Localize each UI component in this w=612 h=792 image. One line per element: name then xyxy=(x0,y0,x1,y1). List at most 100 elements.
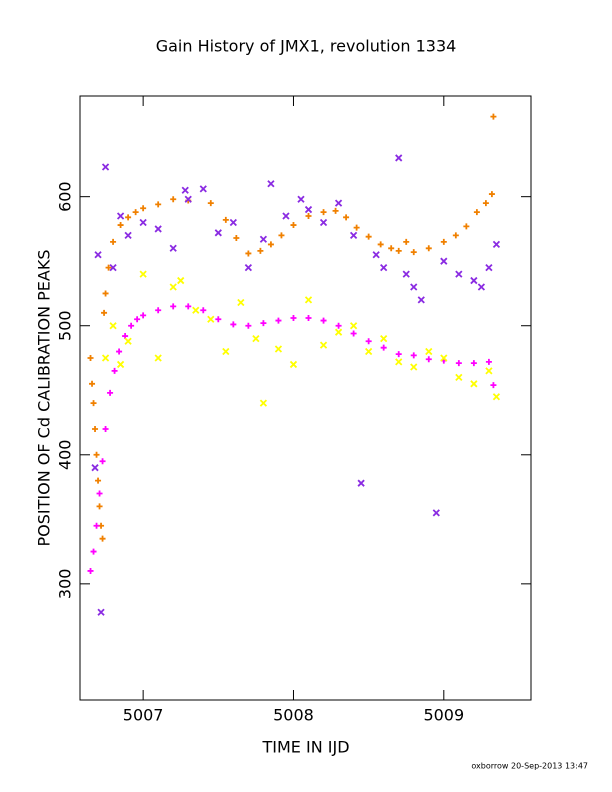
data-point xyxy=(155,201,162,208)
data-point xyxy=(349,322,358,330)
data-point xyxy=(117,222,124,229)
data-point xyxy=(395,154,403,162)
data-point xyxy=(395,247,402,254)
data-point xyxy=(365,233,372,240)
data-point xyxy=(332,207,339,214)
data-point xyxy=(395,351,402,358)
data-point xyxy=(490,382,497,389)
data-point xyxy=(357,479,365,487)
data-point xyxy=(177,276,185,285)
data-point xyxy=(402,270,410,278)
data-point xyxy=(124,231,132,240)
x-tick-label: 5009 xyxy=(423,706,464,725)
data-point xyxy=(245,250,252,257)
data-point xyxy=(207,315,215,323)
data-point xyxy=(305,213,312,220)
data-point xyxy=(93,522,100,529)
data-point xyxy=(417,296,425,304)
data-point xyxy=(485,264,493,272)
data-point xyxy=(260,320,267,327)
data-point xyxy=(207,200,214,207)
data-point xyxy=(184,195,192,203)
data-point xyxy=(267,241,274,248)
data-point xyxy=(87,567,94,574)
plot-frame xyxy=(79,95,532,701)
data-point xyxy=(488,191,495,198)
data-point xyxy=(181,186,189,194)
data-point xyxy=(170,303,177,310)
data-point xyxy=(470,380,478,388)
data-point xyxy=(410,249,417,256)
data-point xyxy=(440,354,448,362)
data-point xyxy=(455,270,463,278)
data-point xyxy=(192,306,200,314)
data-point xyxy=(99,458,106,465)
data-point xyxy=(492,393,501,401)
data-point xyxy=(105,264,112,271)
data-point xyxy=(380,334,388,343)
y-tick-label: 500 xyxy=(56,310,75,341)
data-point xyxy=(155,307,162,314)
data-point xyxy=(101,354,110,362)
data-point xyxy=(89,380,96,387)
data-point xyxy=(87,354,94,361)
data-point xyxy=(388,245,395,252)
data-point xyxy=(377,241,384,248)
data-point xyxy=(90,400,97,407)
data-point xyxy=(101,309,108,316)
data-point xyxy=(452,232,459,239)
data-point xyxy=(90,548,97,555)
data-point xyxy=(440,257,448,265)
data-point xyxy=(215,316,222,323)
data-point xyxy=(470,360,477,367)
data-point xyxy=(185,303,192,310)
data-point xyxy=(305,314,312,321)
data-point xyxy=(410,363,418,371)
data-point xyxy=(124,337,132,345)
data-point xyxy=(380,344,387,351)
data-point xyxy=(107,389,114,396)
x-tick-label: 5008 xyxy=(273,706,314,725)
data-point xyxy=(319,341,328,349)
data-point xyxy=(425,356,432,363)
data-point xyxy=(116,360,125,369)
data-point xyxy=(96,490,103,497)
data-point xyxy=(111,367,118,374)
data-point xyxy=(290,314,297,321)
data-point xyxy=(169,283,177,291)
data-point xyxy=(259,399,268,407)
data-point xyxy=(99,535,106,542)
data-point xyxy=(455,360,462,367)
data-point xyxy=(267,180,275,188)
data-point xyxy=(109,264,117,272)
data-point xyxy=(140,312,147,319)
data-point xyxy=(252,334,260,343)
data-point xyxy=(101,163,110,171)
data-point xyxy=(395,358,403,366)
data-point xyxy=(365,347,373,356)
data-point xyxy=(490,113,497,120)
data-point xyxy=(349,231,358,240)
data-point xyxy=(432,509,440,517)
data-point xyxy=(403,238,410,245)
data-point xyxy=(154,225,162,233)
data-point xyxy=(110,238,117,245)
data-point xyxy=(230,321,237,328)
data-point xyxy=(237,298,245,307)
data-point xyxy=(96,503,103,510)
data-point xyxy=(334,199,343,207)
data-point xyxy=(334,328,343,336)
data-point xyxy=(229,218,237,227)
chart-title: Gain History of JMX1, revolution 1334 xyxy=(156,37,457,56)
data-point xyxy=(140,205,147,212)
data-point xyxy=(102,425,109,432)
data-point xyxy=(304,205,313,214)
data-point xyxy=(289,360,298,369)
data-point xyxy=(244,264,253,272)
data-point xyxy=(425,245,432,252)
data-point xyxy=(214,229,222,237)
data-point xyxy=(492,240,501,249)
data-point xyxy=(93,451,100,458)
data-point xyxy=(139,270,147,278)
